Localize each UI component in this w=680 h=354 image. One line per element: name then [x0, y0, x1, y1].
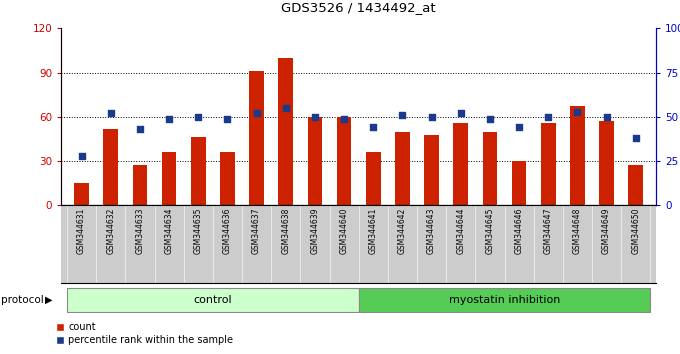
Point — [456, 110, 466, 116]
Point — [222, 116, 233, 121]
Text: GSM344639: GSM344639 — [311, 208, 320, 254]
Text: GSM344632: GSM344632 — [106, 208, 116, 254]
Text: GSM344647: GSM344647 — [544, 208, 553, 254]
Bar — [220, 152, 235, 205]
Bar — [599, 121, 614, 205]
Point — [193, 114, 204, 120]
Bar — [337, 117, 352, 205]
Text: GSM344634: GSM344634 — [165, 208, 173, 254]
Bar — [454, 123, 468, 205]
Bar — [395, 132, 410, 205]
Legend: count, percentile rank within the sample: count, percentile rank within the sample — [52, 319, 237, 349]
Bar — [133, 166, 148, 205]
Point — [630, 135, 641, 141]
Bar — [250, 71, 264, 205]
Text: control: control — [194, 295, 232, 305]
Point — [513, 125, 524, 130]
Point — [339, 116, 350, 121]
Text: GSM344635: GSM344635 — [194, 208, 203, 254]
Text: GSM344633: GSM344633 — [135, 208, 144, 254]
Text: protocol: protocol — [1, 295, 44, 305]
Text: myostatin inhibition: myostatin inhibition — [449, 295, 560, 305]
Text: GSM344649: GSM344649 — [602, 208, 611, 254]
Bar — [162, 152, 176, 205]
Point — [543, 114, 554, 120]
Bar — [366, 152, 381, 205]
Text: GSM344650: GSM344650 — [631, 208, 641, 254]
Point — [135, 126, 146, 132]
Bar — [191, 137, 205, 205]
Text: GSM344631: GSM344631 — [77, 208, 86, 254]
Text: GSM344636: GSM344636 — [223, 208, 232, 254]
Point — [280, 105, 291, 111]
Text: GSM344643: GSM344643 — [427, 208, 436, 254]
Bar — [512, 161, 526, 205]
Text: GDS3526 / 1434492_at: GDS3526 / 1434492_at — [282, 1, 436, 14]
Bar — [103, 129, 118, 205]
Text: GSM344646: GSM344646 — [515, 208, 524, 254]
Point — [485, 116, 496, 121]
Text: GSM344648: GSM344648 — [573, 208, 582, 254]
Point — [76, 153, 87, 159]
Text: GSM344644: GSM344644 — [456, 208, 465, 254]
Bar — [483, 132, 497, 205]
Point — [368, 125, 379, 130]
Bar — [628, 166, 643, 205]
Text: GSM344638: GSM344638 — [282, 208, 290, 254]
Text: GSM344642: GSM344642 — [398, 208, 407, 254]
Text: GSM344645: GSM344645 — [486, 208, 494, 254]
Bar — [424, 135, 439, 205]
Bar — [541, 123, 556, 205]
Point — [105, 110, 116, 116]
Point — [601, 114, 612, 120]
Point — [572, 109, 583, 114]
Point — [397, 112, 408, 118]
Text: GSM344641: GSM344641 — [369, 208, 378, 254]
Point — [309, 114, 320, 120]
Bar — [74, 183, 89, 205]
Bar — [67, 288, 358, 312]
Point — [426, 114, 437, 120]
Point — [164, 116, 175, 121]
Text: ▶: ▶ — [45, 295, 53, 305]
Point — [251, 110, 262, 116]
Bar — [279, 58, 293, 205]
Text: GSM344640: GSM344640 — [339, 208, 349, 254]
Text: GSM344637: GSM344637 — [252, 208, 261, 254]
Bar — [307, 117, 322, 205]
Bar — [359, 288, 650, 312]
Bar — [570, 107, 585, 205]
